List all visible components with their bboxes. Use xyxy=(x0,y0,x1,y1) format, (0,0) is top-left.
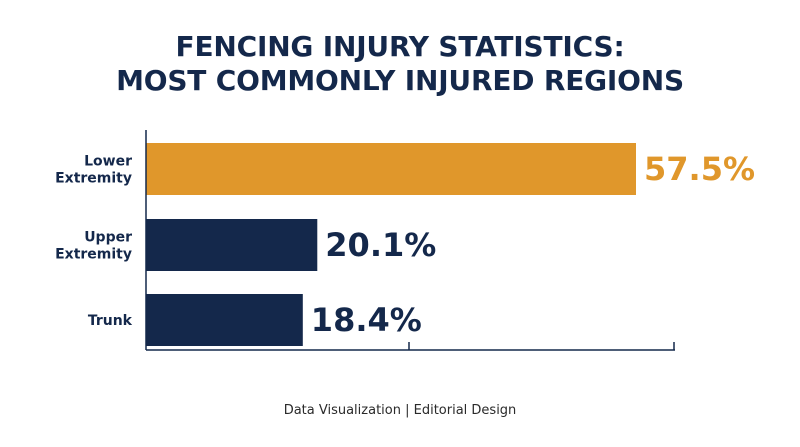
bar-1 xyxy=(146,219,318,271)
labels-group: 57.5%LowerExtremity20.1%UpperExtremity18… xyxy=(55,150,755,339)
value-label-2: 18.4% xyxy=(311,301,422,339)
chart-title-line-2: MOST COMMONLY INJURED REGIONS xyxy=(116,64,684,97)
category-label-1-1: Extremity xyxy=(55,247,132,263)
bar-0 xyxy=(146,143,636,195)
bar-2 xyxy=(146,294,303,346)
category-label-1-0: Upper xyxy=(84,230,132,246)
bars-group xyxy=(146,143,636,346)
category-label-2-0: Trunk xyxy=(88,313,133,329)
chart-title-line-1: FENCING INJURY STATISTICS: xyxy=(175,30,625,63)
value-label-0: 57.5% xyxy=(644,150,755,188)
value-label-1: 20.1% xyxy=(325,226,436,264)
footer-caption: Data Visualization | Editorial Design xyxy=(283,403,517,418)
chart-title: FENCING INJURY STATISTICS: MOST COMMONLY… xyxy=(0,30,800,98)
axes-group xyxy=(145,130,675,351)
category-label-0-1: Extremity xyxy=(55,171,132,187)
category-label-0-0: Lower xyxy=(84,154,132,170)
